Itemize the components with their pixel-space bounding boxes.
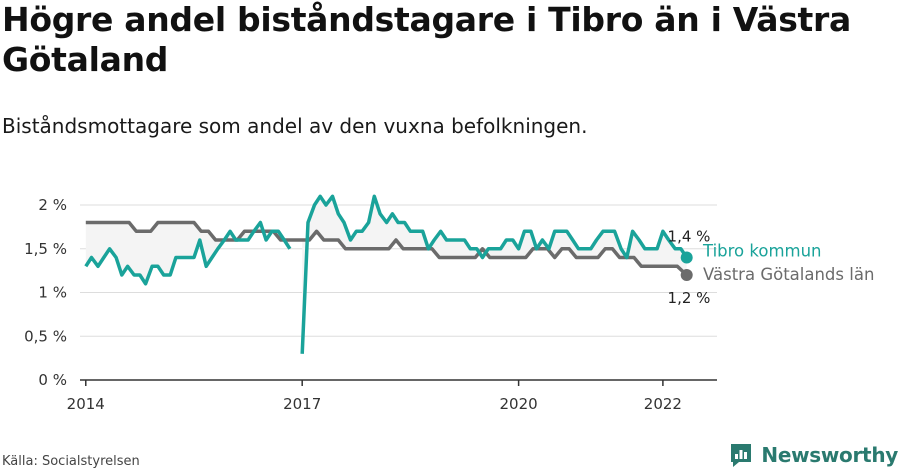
newsworthy-logo-icon — [731, 444, 752, 467]
series-label-vastra-gotaland: Västra Götalands län — [703, 265, 874, 284]
end-point-tibro — [680, 251, 693, 264]
y-tick-label: 0,5 % — [24, 327, 67, 345]
y-tick-label: 1,5 % — [24, 240, 67, 258]
x-tick-label: 2020 — [500, 395, 538, 413]
gap-area — [85, 196, 687, 354]
end-value-vastra-gotaland: 1,2 % — [668, 289, 711, 307]
brand-logo[interactable]: Newsworthy — [729, 442, 898, 468]
series-label-tibro: Tibro kommun — [702, 242, 822, 261]
y-axis-ticks: 0 % 0,5 % 1 % 1,5 % 2 % — [24, 196, 67, 389]
y-tick-label: 0 % — [38, 371, 67, 389]
x-tick-label: 2022 — [644, 395, 682, 413]
brand-name: Newsworthy — [761, 443, 898, 467]
end-value-tibro: 1,4 % — [668, 228, 711, 246]
chart-subtitle: Biståndsmottagare som andel av den vuxna… — [2, 114, 588, 138]
series-line-vastra-gotaland — [85, 220, 688, 277]
x-tick-label: 2017 — [283, 395, 321, 413]
source-note: Källa: Socialstyrelsen — [2, 454, 140, 469]
series-line-tibro — [300, 194, 689, 354]
series-lines — [84, 194, 693, 354]
end-labels: 1,4 % 1,2 % Tibro kommun Västra Götalands l… — [668, 228, 875, 308]
x-tick-label: 2014 — [67, 395, 105, 413]
y-tick-label: 1 % — [38, 284, 67, 302]
x-axis-ticks: 2014 2017 2020 2022 — [67, 380, 682, 413]
series-line-tibro — [84, 220, 292, 286]
y-tick-label: 2 % — [38, 196, 67, 214]
end-point-vastra-gotaland — [680, 269, 693, 281]
chart-title: Högre andel biståndstagare i Tibro än i … — [2, 0, 851, 79]
